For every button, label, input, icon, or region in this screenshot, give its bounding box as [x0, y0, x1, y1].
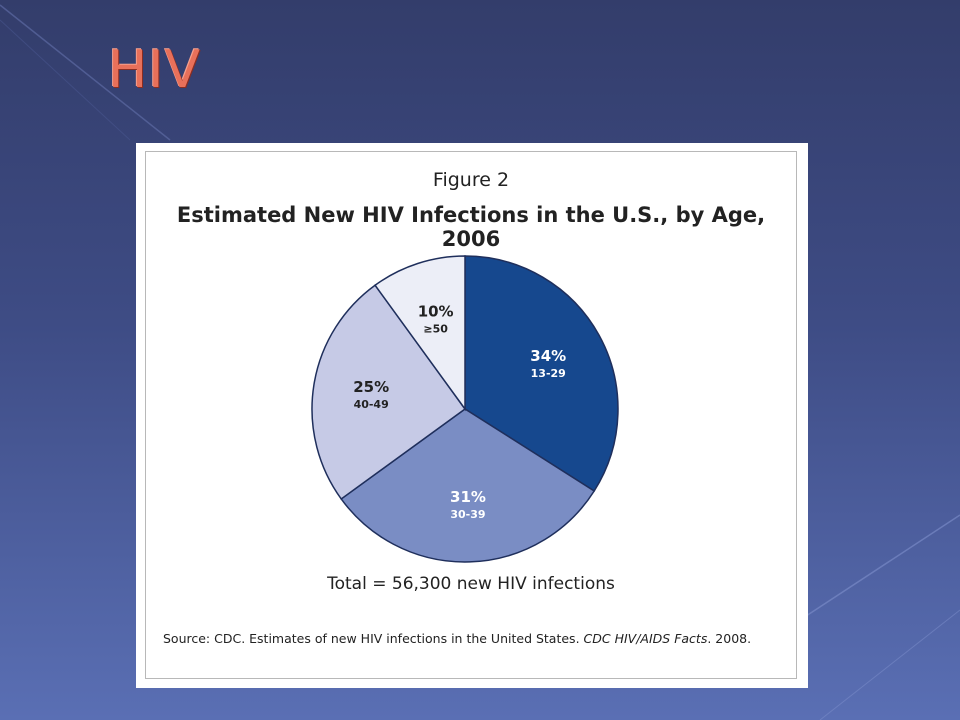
slice-percent-label: 34% — [530, 347, 566, 365]
slice-age-label: 40-49 — [354, 398, 389, 411]
slice-percent-label: 10% — [418, 303, 454, 321]
source-text: Source: CDC. Estimates of new HIV infect… — [163, 631, 584, 646]
slice-age-label: ≥50 — [423, 323, 448, 336]
total-infections: Total = 56,300 new HIV infections — [327, 574, 615, 594]
slice-age-label: 30-39 — [450, 508, 485, 521]
chart-title: Estimated New HIV Infections in the U.S.… — [176, 203, 766, 251]
pie-slice-1 — [340, 408, 596, 563]
slide-title: HIV — [108, 40, 202, 100]
figure-frame: Figure 2 Estimated New HIV Infections in… — [145, 151, 797, 679]
pie-slice-0 — [464, 255, 619, 493]
figure-label: Figure 2 — [432, 169, 510, 191]
pie-slice-3 — [374, 255, 466, 412]
slice-percent-label: 25% — [353, 378, 389, 396]
slice-age-label: 13-29 — [531, 367, 566, 380]
source-citation: Source: CDC. Estimates of new HIV infect… — [163, 629, 763, 649]
pie-chart: 34% 13-29 31% 30-39 25% 40-49 10% ≥50 — [311, 255, 619, 563]
slice-percent-label: 31% — [450, 488, 486, 506]
source-journal: CDC HIV/AIDS Facts — [583, 631, 708, 646]
figure-card: Figure 2 Estimated New HIV Infections in… — [136, 143, 808, 688]
source-year: . 2008. — [707, 631, 752, 646]
pie-slice-2 — [311, 284, 467, 500]
